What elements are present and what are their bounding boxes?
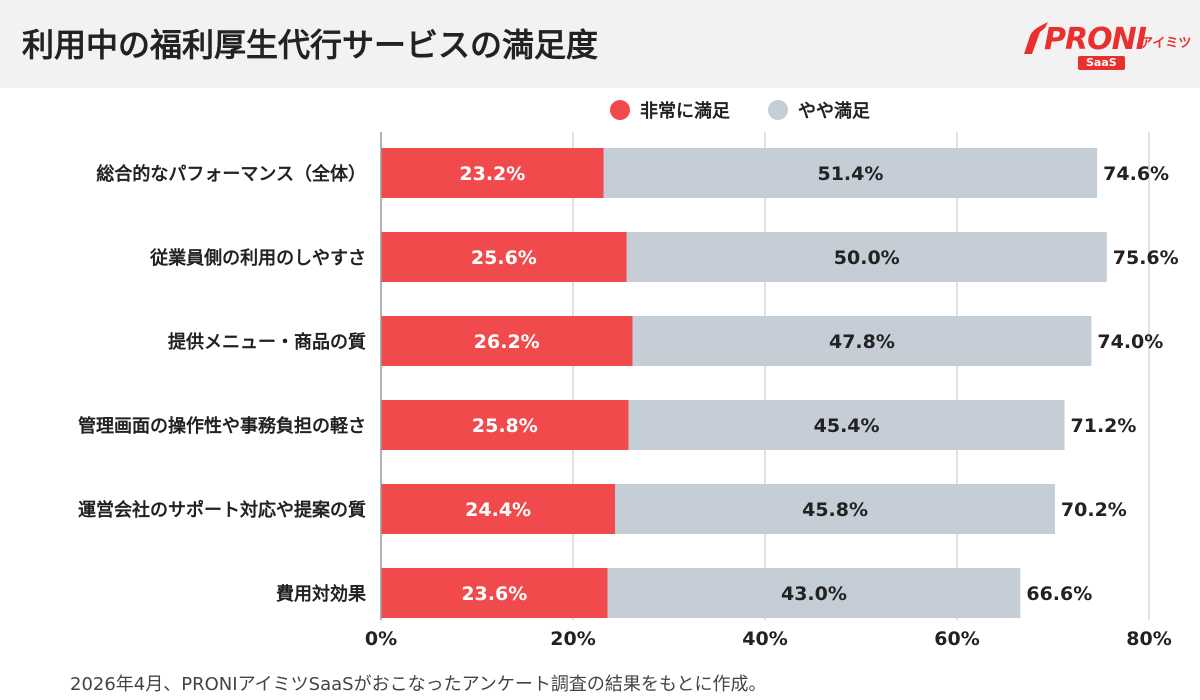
- legend-swatch-very-satisfied: [610, 100, 630, 120]
- legend-item-somewhat-satisfied: やや満足: [768, 97, 870, 123]
- category-label-3: 管理画面の操作性や事務負担の軽さ: [78, 415, 366, 437]
- data-label-very-satisfied-0: 23.2%: [459, 163, 525, 185]
- legend-label-somewhat-satisfied: やや満足: [798, 101, 870, 122]
- total-label-3: 71.2%: [1071, 415, 1137, 437]
- bar-somewhat-satisfied-1: [626, 232, 1107, 282]
- logo-mark-icon: [1024, 22, 1048, 54]
- bar-very-satisfied-0: [381, 148, 604, 198]
- data-label-very-satisfied-1: 25.6%: [471, 247, 537, 269]
- footnote: 2026年4月、PRONIアイミツSaaSがおこなったアンケート調査の結果をもと…: [70, 674, 767, 695]
- data-label-very-satisfied-2: 26.2%: [474, 331, 540, 353]
- total-label-1: 75.6%: [1113, 247, 1179, 269]
- bar-somewhat-satisfied-0: [603, 148, 1098, 198]
- x-tick-label-1: 20%: [550, 628, 595, 650]
- brand-logo: PRONI アイミツ SaaS: [1022, 16, 1191, 72]
- bar-somewhat-satisfied-4: [615, 484, 1055, 534]
- data-label-somewhat-satisfied-0: 51.4%: [817, 163, 883, 185]
- x-tick-label-3: 60%: [934, 628, 979, 650]
- page-title: 利用中の福利厚生代行サービスの満足度: [22, 26, 599, 64]
- category-label-5: 費用対効果: [276, 583, 367, 605]
- legend-swatch-somewhat-satisfied: [768, 100, 788, 120]
- chart-legend: 非常に満足 やや満足: [610, 98, 908, 122]
- total-label-0: 74.6%: [1103, 163, 1169, 185]
- bar-somewhat-satisfied-2: [632, 316, 1092, 366]
- data-label-very-satisfied-3: 25.8%: [472, 415, 538, 437]
- data-label-somewhat-satisfied-2: 47.8%: [829, 331, 895, 353]
- legend-item-very-satisfied: 非常に満足: [610, 97, 730, 123]
- bar-very-satisfied-5: [381, 568, 608, 618]
- total-label-4: 70.2%: [1061, 499, 1127, 521]
- total-label-5: 66.6%: [1026, 583, 1092, 605]
- data-label-very-satisfied-4: 24.4%: [465, 499, 531, 521]
- bar-very-satisfied-2: [381, 316, 633, 366]
- category-label-2: 提供メニュー・商品の質: [168, 331, 366, 353]
- category-label-1: 従業員側の利用のしやすさ: [149, 247, 366, 269]
- bar-very-satisfied-3: [381, 400, 629, 450]
- data-label-somewhat-satisfied-1: 50.0%: [834, 247, 900, 269]
- data-label-somewhat-satisfied-5: 43.0%: [781, 583, 847, 605]
- category-label-4: 運営会社のサポート対応や提案の質: [78, 499, 366, 521]
- bar-somewhat-satisfied-5: [607, 568, 1021, 618]
- data-label-somewhat-satisfied-3: 45.4%: [814, 415, 880, 437]
- x-tick-label-2: 40%: [742, 628, 787, 650]
- logo-sub-text: アイミツ: [1140, 36, 1192, 51]
- category-label-0: 総合的なパフォーマンス（全体）: [96, 163, 366, 185]
- header-bar: 利用中の福利厚生代行サービスの満足度 PRONI アイミツ SaaS: [0, 0, 1200, 88]
- data-label-somewhat-satisfied-4: 45.8%: [802, 499, 868, 521]
- bar-somewhat-satisfied-3: [628, 400, 1065, 450]
- data-label-very-satisfied-5: 23.6%: [461, 583, 527, 605]
- total-label-2: 74.0%: [1097, 331, 1163, 353]
- logo-brand-text: PRONI: [1044, 22, 1147, 57]
- x-tick-label-4: 80%: [1126, 628, 1171, 650]
- x-tick-label-0: 0%: [365, 628, 397, 650]
- bar-very-satisfied-4: [381, 484, 616, 534]
- bar-very-satisfied-1: [381, 232, 627, 282]
- logo-saas-badge: SaaS: [1078, 56, 1125, 70]
- legend-label-very-satisfied: 非常に満足: [640, 101, 730, 122]
